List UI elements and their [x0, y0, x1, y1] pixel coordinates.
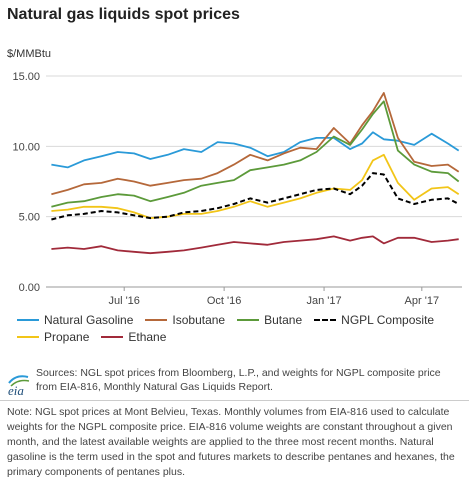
- series-line-ethane: [51, 235, 459, 255]
- legend-label: Butane: [264, 313, 303, 327]
- y-tick-label: 0.00: [19, 282, 40, 294]
- legend-swatch: [145, 319, 168, 321]
- eia-logo-text: eia: [8, 383, 24, 397]
- legend-label: Isobutane: [172, 313, 226, 327]
- x-tick-label: Jul '16: [108, 295, 139, 307]
- note-text: Note: NGL spot prices at Mont Belvieu, T…: [7, 406, 455, 478]
- y-tick-label: 5.00: [19, 212, 40, 224]
- y-axis-unit: $/MMBtu: [7, 48, 52, 60]
- eia-logo: eia: [8, 375, 30, 397]
- legend-swatch: [17, 319, 39, 321]
- legend-swatch: [101, 336, 124, 338]
- series-line-natural-gasoline: [51, 131, 460, 169]
- source-text: Sources: NGL spot prices from Bloomberg,…: [36, 367, 441, 393]
- legend-label: Natural Gasoline: [44, 313, 134, 327]
- x-tick-label: Apr '17: [405, 295, 440, 307]
- x-tick-label: Oct '16: [207, 295, 242, 307]
- legend-item-ngpl-composite: NGPL Composite: [314, 313, 434, 327]
- legend-label: NGPL Composite: [341, 313, 435, 327]
- legend-item-ethane: Ethane: [101, 330, 166, 344]
- legend-label: Propane: [44, 330, 90, 344]
- legend-swatch: [314, 319, 337, 321]
- legend-item-isobutane: Isobutane: [145, 313, 225, 327]
- series-line-ngpl-composite: [51, 172, 460, 221]
- series-line-isobutane: [51, 92, 460, 196]
- x-tick-label: Jan '17: [306, 295, 341, 307]
- divider: [0, 400, 469, 401]
- chart-legend: Natural Gasoline Isobutane Butane NGPL C…: [17, 312, 457, 346]
- series-line-propane: [51, 153, 460, 220]
- legend-swatch: [17, 336, 39, 338]
- legend-item-butane: Butane: [237, 313, 302, 327]
- legend-item-propane: Propane: [17, 330, 89, 344]
- legend-label: Ethane: [128, 330, 167, 344]
- legend-swatch: [237, 319, 260, 321]
- series-line-butane: [51, 100, 460, 208]
- chart-title: Natural gas liquids spot prices: [7, 6, 240, 23]
- y-tick-label: 15.00: [12, 71, 40, 83]
- line-chart: 15.00 10.00 5.00 0.00 Jul '16 Oct '16 Jan '17 A…: [12, 71, 462, 307]
- legend-item-natural-gasoline: Natural Gasoline: [17, 313, 133, 327]
- y-tick-label: 10.00: [12, 141, 40, 153]
